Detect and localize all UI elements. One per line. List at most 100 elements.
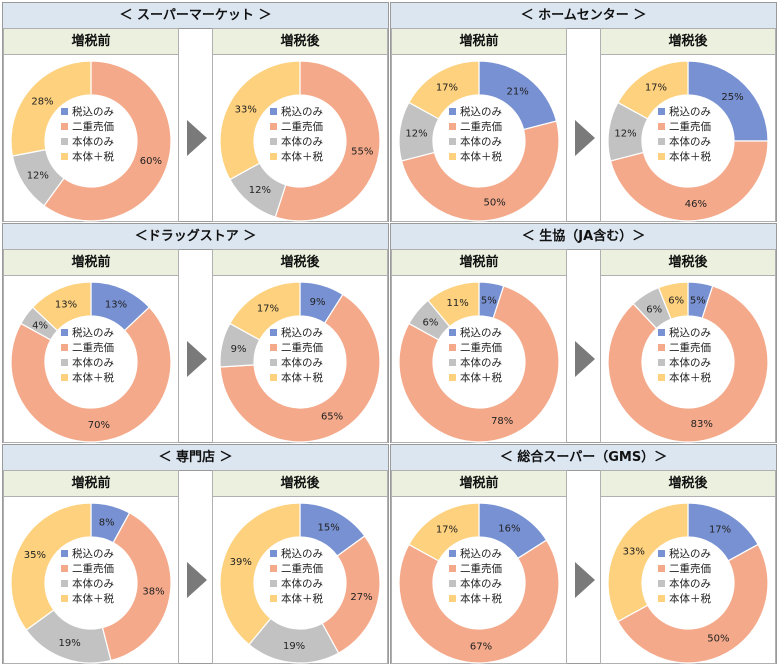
legend-swatch (658, 344, 665, 351)
legend-swatch (61, 359, 68, 366)
donut-slice-hontai-zei (657, 281, 689, 321)
data-label: 33% (623, 546, 645, 557)
arrow-right-icon (186, 562, 207, 598)
legend-swatch (270, 550, 277, 557)
legend-label: 本体のみ (460, 135, 502, 148)
legend-label: 本体＋税 (281, 371, 323, 384)
legend-label: 本体＋税 (72, 371, 114, 384)
legend-swatch (658, 329, 665, 336)
chart-section: ＜ スーパーマーケット ＞増税前 60% 12% 28% 税込のみ 二重売価 本体のみ 本体＋… (2, 2, 389, 222)
legend-label: 二重売価 (669, 341, 711, 354)
legend-swatch (449, 580, 456, 587)
legend-swatch (270, 108, 277, 115)
legend-swatch (270, 580, 277, 587)
legend-label: 税込のみ (72, 105, 114, 118)
panel-title-before: 増税前 (392, 29, 566, 55)
panel-title-before: 増税前 (4, 471, 178, 497)
donut-slice-hontai-zei (229, 281, 301, 341)
legend-swatch (658, 550, 665, 557)
legend-swatch (658, 138, 665, 145)
data-label: 17% (645, 82, 667, 93)
donut-slice-hontai-zei (617, 60, 689, 120)
legend-swatch (270, 123, 277, 130)
legend-swatch (449, 153, 456, 160)
data-label: 67% (470, 641, 492, 652)
arrow-right-icon (186, 341, 207, 377)
legend-label: 本体＋税 (669, 150, 711, 163)
panel-title-after: 増税後 (601, 29, 775, 55)
donut-slice-hontai-zei (607, 502, 689, 623)
legend-label: 本体のみ (460, 577, 502, 590)
data-label: 78% (491, 416, 513, 427)
panel-after: 増税後 15% 27% 19% 39% 税込のみ 二重売価 本体のみ 本体＋税 (212, 470, 388, 664)
section-title: ＜ ホームセンター ＞ (391, 3, 776, 29)
legend-swatch (61, 374, 68, 381)
panel-title-before: 増税前 (392, 471, 566, 497)
donut-slice-niju (101, 512, 172, 662)
legend-label: 本体＋税 (460, 592, 502, 605)
legend-swatch (658, 153, 665, 160)
legend-label: 本体のみ (669, 135, 711, 148)
data-label: 17% (709, 524, 731, 535)
legend-swatch (449, 329, 456, 336)
donut-slice-niju (274, 60, 381, 222)
legend-label: 税込のみ (281, 326, 323, 339)
data-label: 6% (668, 296, 684, 307)
legend-swatch (658, 108, 665, 115)
donut-slice-hontai-zei (427, 281, 480, 328)
legend-swatch (449, 550, 456, 557)
data-label: 46% (685, 199, 707, 210)
legend-label: 二重売価 (72, 562, 114, 575)
legend-label: 税込のみ (281, 547, 323, 560)
data-label: 5% (690, 295, 706, 306)
legend-label: 本体のみ (72, 356, 114, 369)
legend-swatch (449, 123, 456, 130)
data-label: 16% (498, 523, 520, 534)
legend-label: 本体のみ (72, 135, 114, 148)
chart-section: ＜ ホームセンター ＞増税前 21% 50% 12% 17% 税込のみ 二重売価 本体のみ 本体… (390, 2, 777, 222)
donut-slice-hontai-zei (219, 60, 301, 181)
chart-section: ＜ 総合スーパー（GMS）＞ 増税前 16% 67% 17% 税込のみ 二重売価 本体のみ 本体… (390, 444, 777, 664)
legend-swatch (270, 565, 277, 572)
donut-slice-niju (10, 306, 172, 443)
data-label: 55% (351, 146, 373, 157)
legend-swatch (61, 138, 68, 145)
data-label: 17% (436, 82, 458, 93)
legend-swatch (61, 580, 68, 587)
legend-label: 税込のみ (460, 326, 502, 339)
data-label: 21% (506, 87, 528, 98)
data-label: 9% (231, 344, 247, 355)
legend-swatch (449, 108, 456, 115)
donut-slice-niju (398, 539, 560, 664)
legend-swatch (61, 550, 68, 557)
legend-swatch (61, 344, 68, 351)
panel-title-after: 増税後 (213, 29, 387, 55)
legend-label: 本体のみ (460, 356, 502, 369)
legend-label: 本体のみ (669, 356, 711, 369)
legend-swatch (658, 595, 665, 602)
arrow-right-icon (574, 120, 595, 156)
legend-swatch (270, 329, 277, 336)
data-label: 25% (721, 92, 743, 103)
data-label: 35% (24, 550, 46, 561)
data-label: 13% (55, 300, 77, 311)
donut-slice-hontai-zei (408, 502, 480, 562)
data-label: 5% (481, 295, 497, 306)
panel-title-after: 増税後 (213, 471, 387, 497)
legend-swatch (270, 344, 277, 351)
panel-title-before: 増税前 (4, 250, 178, 276)
legend-label: 本体＋税 (460, 371, 502, 384)
legend-label: 本体のみ (281, 577, 323, 590)
legend-swatch (658, 565, 665, 572)
legend-label: 本体のみ (281, 135, 323, 148)
legend-swatch (61, 329, 68, 336)
legend-label: 二重売価 (281, 341, 323, 354)
panel-before: 増税前 16% 67% 17% 税込のみ 二重売価 本体のみ 本体＋税 (391, 470, 567, 664)
